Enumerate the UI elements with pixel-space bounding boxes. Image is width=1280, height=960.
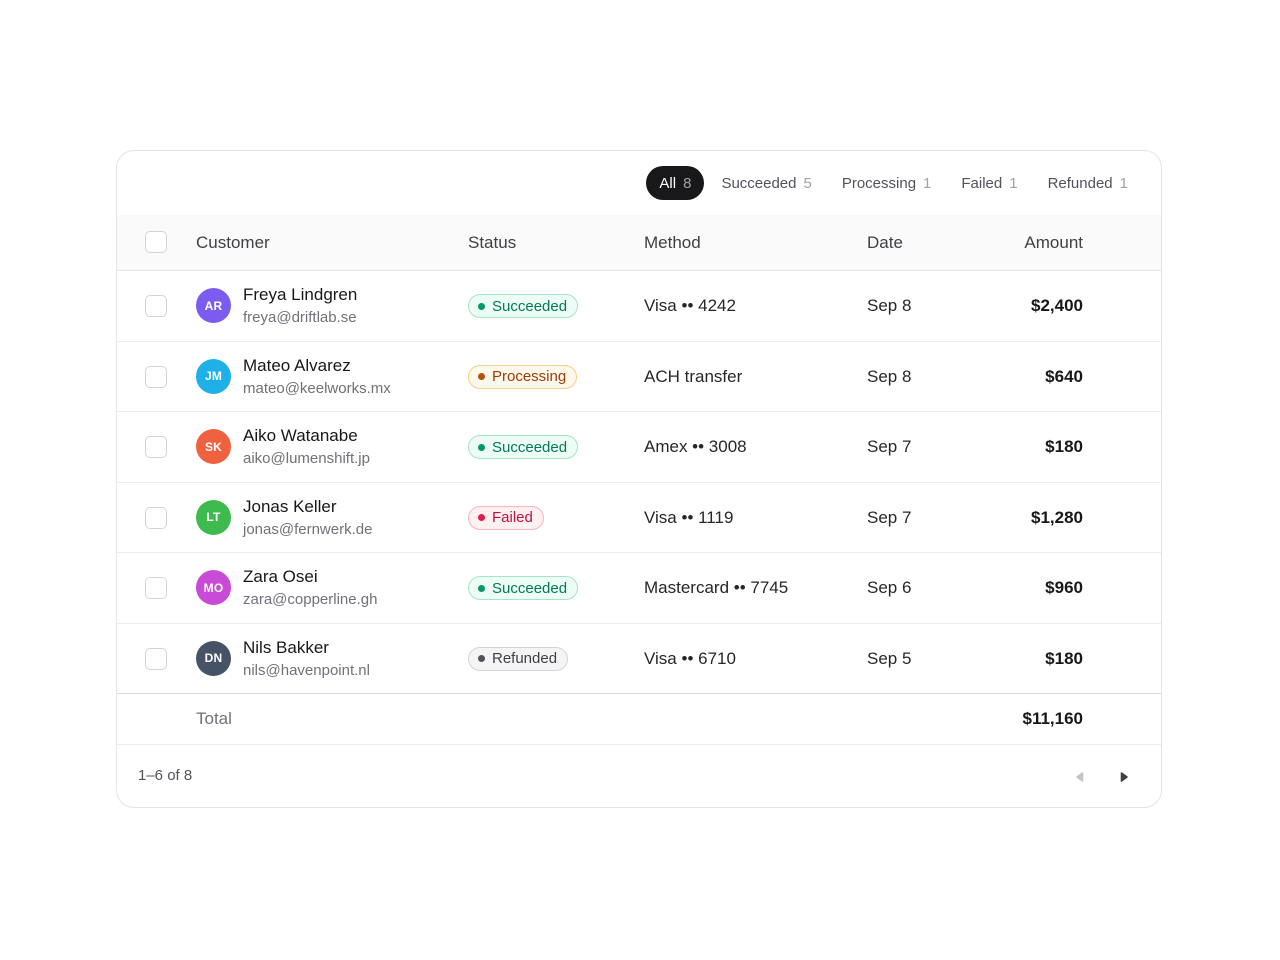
customer-name: Nils Bakker — [243, 637, 329, 657]
filter-tab-all[interactable]: All 8 — [646, 166, 705, 200]
customer-name: Aiko Watanabe — [243, 426, 358, 445]
status-dot-icon — [478, 655, 485, 662]
payment-amount: $180 — [1045, 437, 1083, 456]
status-dot-icon — [478, 373, 485, 380]
payment-amount: $2,400 — [1031, 296, 1083, 315]
payment-date: Sep 7 — [867, 437, 912, 456]
payment-amount: $180 — [1045, 648, 1083, 668]
filter-tab-failed[interactable]: Failed 1 — [948, 166, 1030, 200]
payment-method: Mastercard •• 7745 — [644, 578, 789, 597]
customer-email: mateo@keelworks.mx — [243, 379, 391, 397]
payment-method: Visa •• 4242 — [644, 296, 736, 315]
column-header-customer[interactable]: Customer — [196, 233, 270, 252]
row-checkbox[interactable] — [145, 647, 167, 670]
table-row[interactable]: LT Jonas Keller jonas@fernwerk.de Failed… — [117, 483, 1161, 553]
total-label: Total — [196, 709, 232, 728]
payment-amount: $960 — [1045, 578, 1083, 597]
payments-card: All 8 Succeeded 5 Processing 1 Failed 1 … — [116, 150, 1162, 808]
status-badge: Succeeded — [468, 435, 579, 459]
filter-tab-label: Refunded — [1047, 174, 1113, 192]
row-checkbox[interactable] — [145, 506, 167, 529]
status-badge: Succeeded — [468, 576, 579, 600]
status-label: Succeeded — [492, 297, 568, 315]
filter-tab-count: 5 — [803, 174, 812, 192]
avatar: LT — [196, 499, 231, 535]
filter-tab-label: Processing — [841, 174, 917, 192]
status-dot-icon — [478, 443, 485, 451]
payment-date: Sep 6 — [867, 578, 912, 597]
table-row[interactable]: MO Zara Osei zara@copperline.gh Succeede… — [117, 553, 1161, 624]
status-badge: Failed — [468, 505, 544, 530]
status-badge: Succeeded — [468, 294, 579, 318]
column-header-amount[interactable]: Amount — [1024, 233, 1083, 252]
payment-method: Amex •• 3008 — [644, 437, 747, 456]
table-body: AR Freya Lindgren freya@driftlab.se Succ… — [117, 271, 1161, 694]
status-label: Failed — [492, 509, 533, 526]
chevron-right-icon — [1120, 772, 1128, 782]
table-row[interactable]: DN Nils Bakker nils@havenpoint.nl Refund… — [117, 624, 1161, 694]
pagination-range: 1–6 of 8 — [138, 767, 193, 784]
filter-tab-succeeded[interactable]: Succeeded 5 — [708, 166, 824, 200]
row-checkbox[interactable] — [145, 295, 167, 317]
select-all-checkbox[interactable] — [145, 231, 167, 253]
avatar: SK — [196, 429, 231, 464]
previous-page-button[interactable] — [1068, 765, 1092, 789]
status-dot-icon — [478, 584, 485, 592]
filter-tab-count: 1 — [923, 174, 932, 192]
table-row[interactable]: AR Freya Lindgren freya@driftlab.se Succ… — [117, 271, 1161, 342]
avatar: AR — [196, 288, 231, 323]
status-label: Refunded — [492, 650, 558, 667]
status-label: Processing — [492, 368, 567, 385]
column-header-status[interactable]: Status — [468, 233, 517, 252]
customer-email: jonas@fernwerk.de — [243, 520, 373, 538]
table-row[interactable]: JM Mateo Alvarez mateo@keelworks.mx Proc… — [117, 342, 1161, 412]
customer-email: nils@havenpoint.nl — [243, 661, 370, 679]
customer-email: aiko@lumenshift.jp — [243, 450, 370, 467]
table-header: Customer Status Method Date Amount — [117, 215, 1161, 271]
row-checkbox[interactable] — [145, 436, 167, 458]
row-checkbox[interactable] — [145, 365, 167, 388]
customer-email: freya@driftlab.se — [243, 309, 357, 326]
avatar: DN — [196, 640, 231, 676]
status-badge: Refunded — [468, 646, 569, 671]
filter-tab-refunded[interactable]: Refunded 1 — [1035, 166, 1141, 200]
row-checkbox[interactable] — [145, 577, 167, 599]
filter-tab-label: Succeeded — [721, 174, 797, 192]
column-header-date[interactable]: Date — [867, 233, 903, 252]
customer-name: Jonas Keller — [243, 496, 337, 516]
status-label: Succeeded — [492, 438, 568, 456]
payment-date: Sep 7 — [867, 507, 912, 527]
filter-tab-count: 8 — [683, 174, 692, 192]
filter-tab-count: 1 — [1009, 174, 1018, 192]
status-badge: Processing — [468, 364, 578, 389]
total-value: $11,160 — [1022, 709, 1083, 728]
customer-email: zara@copperline.gh — [243, 591, 378, 608]
payment-amount: $640 — [1045, 366, 1083, 386]
payment-amount: $1,280 — [1031, 507, 1083, 527]
payment-date: Sep 8 — [867, 366, 912, 386]
total-row: Total $11,160 — [117, 694, 1161, 745]
customer-name: Freya Lindgren — [243, 285, 358, 304]
payment-method: Visa •• 6710 — [644, 648, 736, 668]
avatar: JM — [196, 358, 231, 394]
filter-tab-count: 1 — [1119, 174, 1128, 192]
customer-name: Zara Osei — [243, 567, 318, 586]
customer-name: Mateo Alvarez — [243, 355, 351, 375]
chevron-left-icon — [1076, 772, 1084, 782]
next-page-button[interactable] — [1112, 765, 1136, 789]
status-label: Succeeded — [492, 579, 568, 597]
payment-method: ACH transfer — [644, 366, 743, 386]
filter-tab-label: All — [659, 174, 677, 192]
payment-method: Visa •• 1119 — [644, 507, 734, 527]
column-header-method[interactable]: Method — [644, 233, 701, 252]
status-dot-icon — [478, 514, 485, 521]
payment-date: Sep 5 — [867, 648, 912, 668]
avatar: MO — [196, 570, 231, 605]
status-dot-icon — [478, 302, 485, 310]
filter-tab-processing[interactable]: Processing 1 — [829, 166, 945, 200]
payment-date: Sep 8 — [867, 296, 912, 315]
table-row[interactable]: SK Aiko Watanabe aiko@lumenshift.jp Succ… — [117, 412, 1161, 483]
filter-tab-label: Failed — [961, 174, 1003, 192]
status-filter-tabs: All 8 Succeeded 5 Processing 1 Failed 1 … — [646, 166, 1141, 200]
